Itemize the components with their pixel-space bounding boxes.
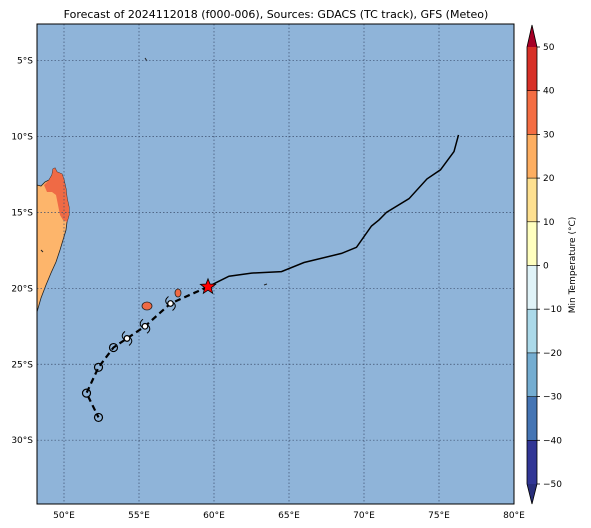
colorbar-tick-label: 20 (543, 174, 555, 184)
lon-tick-label: 80°E (503, 511, 525, 521)
lon-tick-label: 55°E (128, 511, 150, 521)
cyclone-symbol-icon (139, 318, 151, 334)
forecast-point-marker (81, 388, 92, 398)
colorbar-band (527, 309, 537, 353)
colorbar-ticks: −50 −40 −30 −20 −10 0 10 20 30 40 50 (527, 43, 562, 490)
colorbar-band (527, 178, 537, 222)
lat-tick-label: 5°S (17, 56, 33, 66)
forecast-point-marker (93, 412, 104, 423)
colorbar-over-arrow (527, 25, 537, 47)
colorbar-tick-label: 30 (543, 130, 555, 140)
colorbar-band (527, 265, 537, 310)
madagascar-hot-zone (44, 168, 69, 222)
lat-tick-label: 20°S (11, 284, 33, 294)
forecast-point-marker (108, 342, 119, 353)
graticule (37, 24, 514, 504)
forecast-track-line (85, 285, 209, 418)
cyclone-tracks (81, 134, 460, 423)
cyclone-symbol-icon (121, 331, 133, 346)
colorbar-tick-label: 0 (543, 262, 549, 272)
lon-tick-label: 75°E (428, 511, 450, 521)
colorbar-tick-label: 40 (543, 87, 555, 97)
islet-marker (263, 283, 268, 286)
observed-track-line (207, 134, 460, 288)
islet-marker (40, 249, 44, 253)
map-title: Forecast of 2024112018 (f000-006), Sourc… (64, 8, 489, 21)
mauritius-island (174, 288, 182, 298)
current-position-star-icon (199, 277, 217, 295)
colorbar-band (527, 134, 537, 179)
lon-tick-label: 70°E (353, 511, 375, 521)
colorbar-band (527, 396, 537, 441)
colorbar-label: Min Temperature (°C) (568, 217, 578, 314)
lat-tick-label: 25°S (11, 360, 33, 370)
colorbar-tick-label: −20 (543, 349, 562, 359)
colorbar-tick-label: −40 (543, 436, 562, 446)
cyclone-symbol-icon (165, 296, 176, 311)
lat-tick-label: 30°S (11, 436, 33, 446)
colorbar-tick-label: 10 (543, 218, 555, 228)
colorbar-under-arrow (527, 484, 537, 504)
lon-tick-label: 50°E (53, 511, 75, 521)
reunion-island (141, 301, 153, 311)
map-frame (36, 23, 515, 505)
colorbar-band (527, 221, 537, 266)
ocean-background (37, 24, 514, 504)
map-panel: 50°E 55°E 60°E 65°E 70°E 75°E 80°E 5°S 10°S 15°S 2… (11, 23, 525, 521)
colorbar-tick-label: −50 (543, 480, 562, 490)
colorbar-tick-label: 50 (543, 43, 555, 53)
colorbar-band (527, 440, 537, 484)
lat-tick-label: 15°S (11, 208, 33, 218)
lat-tick-label: 10°S (11, 132, 33, 142)
colorbar-band (527, 47, 537, 91)
colorbar-band (527, 352, 537, 397)
forecast-point-marker (93, 362, 104, 372)
colorbar-tick-label: −10 (543, 305, 562, 315)
colorbar-band (527, 90, 537, 135)
axis-labels: 50°E 55°E 60°E 65°E 70°E 75°E 80°E 5°S 10°S 15°S 2… (11, 56, 525, 521)
colorbar-tick-label: −30 (543, 393, 562, 403)
lon-tick-label: 60°E (203, 511, 225, 521)
lon-tick-label: 65°E (278, 511, 300, 521)
colorbar-bands (526, 24, 538, 505)
colorbar: −50 −40 −30 −20 −10 0 10 20 30 40 50 Min Temperatu… (526, 24, 578, 505)
